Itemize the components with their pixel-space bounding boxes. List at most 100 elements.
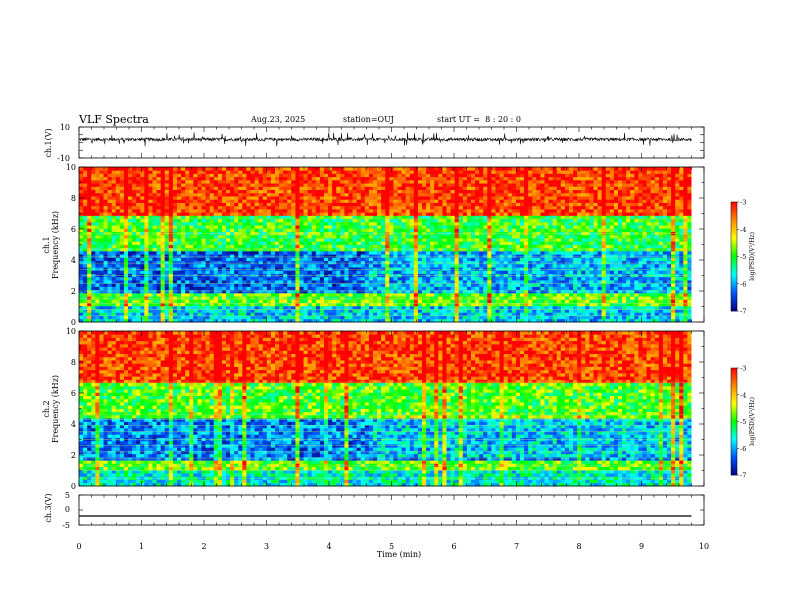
ch1-spec-cell	[103, 286, 108, 291]
ch1-spec-cell	[340, 312, 345, 316]
ch1-spec-cell	[83, 280, 88, 284]
ch1-spec-cell	[422, 250, 427, 255]
ch1-spec-cell	[242, 215, 247, 220]
ch1-spec-cell	[458, 299, 464, 304]
ch1-spec-cell	[160, 202, 166, 207]
ch1-spec-cell	[234, 250, 239, 255]
ch1-spec-cell	[287, 192, 292, 197]
ch1-spec-cell	[417, 270, 423, 274]
ch1-spec-cell	[295, 267, 300, 271]
ch1-spec-cell	[401, 179, 407, 184]
ch1-spec-cell	[438, 270, 443, 274]
ch1-spec-cell	[87, 254, 92, 258]
ch1-spec-cell	[454, 176, 460, 181]
ch1-spec-cell	[181, 205, 186, 210]
ch1-spec-cell	[119, 173, 125, 178]
ch1-spec-cell	[91, 205, 96, 210]
ch1-spec-cell	[230, 241, 235, 245]
ch1-spec-cell	[434, 183, 439, 187]
ch1-spec-cell	[201, 247, 206, 252]
ch1-spec-cell	[132, 170, 137, 174]
ch1-spec-cell	[319, 250, 325, 255]
ch1-spec-cell	[283, 189, 288, 194]
ch1-spec-cell	[417, 183, 423, 187]
ch1-spec-cell	[438, 218, 443, 223]
ch1-spec-cell	[279, 289, 284, 294]
ch1-spec-cell	[283, 263, 288, 268]
ch1-spec-cell	[340, 315, 345, 320]
ch1-spec-cell	[254, 318, 260, 323]
ch1-spec-cell	[336, 192, 341, 197]
ch1-spec-cell	[95, 241, 100, 245]
ch1-spec-cell	[168, 244, 174, 249]
ch1-spec-cell	[479, 208, 484, 213]
ch1-spec-cell	[205, 305, 211, 310]
ch1-spec-cell	[287, 283, 292, 287]
ch1-spec-cell	[181, 257, 186, 262]
ch1-spec-cell	[83, 202, 88, 207]
ch1-spec-cell	[115, 225, 121, 229]
ch1-spec-cell	[462, 167, 468, 171]
ch1-spec-cell	[356, 309, 362, 313]
ch1-spec-cell	[103, 202, 108, 207]
ch1-spec-cell	[479, 205, 484, 210]
ch1-spec-cell	[401, 257, 407, 262]
ch1-spec-cell	[491, 309, 496, 313]
ch1-spec-cell	[160, 292, 166, 297]
ch1-spec-cell	[172, 296, 178, 300]
ch1-spec-cell	[193, 238, 198, 242]
ch1-spec-cell	[438, 173, 443, 178]
ch1-spec-cell	[287, 289, 292, 294]
ch1-spec-cell	[389, 289, 394, 294]
ch1-spec-cell	[450, 296, 456, 300]
ch1-spec-cell	[275, 199, 280, 203]
ch1-spec-cell	[401, 173, 407, 178]
ch1-spec-cell	[446, 286, 451, 291]
ch1-spec-cell	[475, 221, 480, 226]
ch1-spec-cell	[266, 309, 272, 313]
ch1-spec-cell	[144, 192, 149, 197]
ch1-spec-cell	[479, 202, 484, 207]
ch1-spec-cell	[409, 205, 415, 210]
ch1-spec-cell	[381, 267, 386, 271]
ch1-spec-cell	[344, 280, 349, 284]
ch1-spec-cell	[417, 286, 423, 291]
ch1-spec-cell	[197, 286, 202, 291]
ch1-spec-cell	[381, 205, 386, 210]
ch1-spec-cell	[454, 283, 460, 287]
ch1-spec-cell	[291, 286, 296, 291]
ch1-spec-cell	[128, 192, 133, 197]
ch1-spec-cell	[426, 254, 431, 258]
ch1-spec-cell	[87, 244, 92, 249]
ch1-spec-cell	[430, 234, 435, 239]
ch1-spec-cell	[405, 276, 411, 281]
ch1-spec-cell	[266, 218, 272, 223]
ch1-spec-cell	[389, 179, 394, 184]
ch1-spec-cell	[230, 208, 235, 213]
ch1-spec-cell	[311, 179, 317, 184]
ch1-spec-cell	[172, 276, 178, 281]
ch1-spec-cell	[487, 238, 492, 242]
ch1-spec-cell	[430, 179, 435, 184]
ch1-spec-cell	[213, 296, 219, 300]
ch1-spec-cell	[91, 299, 96, 304]
ch1-spec-cell	[221, 199, 227, 203]
ch1-spec-cell	[352, 221, 358, 226]
ch1-spec-cell	[181, 276, 186, 281]
ch1-spec-cell	[91, 212, 96, 216]
ch1-spec-cell	[348, 318, 353, 323]
ch1-spec-cell	[279, 254, 284, 258]
ch1-spec-cell	[197, 189, 202, 194]
ch1-spec-cell	[91, 276, 96, 281]
ch1-spec-cell	[295, 238, 300, 242]
ch1-spec-cell	[336, 263, 341, 268]
ch1-spec-cell	[311, 170, 317, 174]
ch1-spec-cell	[168, 238, 174, 242]
ch1-spec-cell	[177, 260, 182, 265]
ch1-spec-cell	[377, 296, 382, 300]
ch1-spec-cell	[295, 302, 300, 307]
ch1-spec-cell	[364, 267, 370, 271]
ch1-spec-cell	[185, 267, 190, 271]
ch1-spec-cell	[413, 199, 419, 203]
ch1-spec-cell	[238, 199, 243, 203]
